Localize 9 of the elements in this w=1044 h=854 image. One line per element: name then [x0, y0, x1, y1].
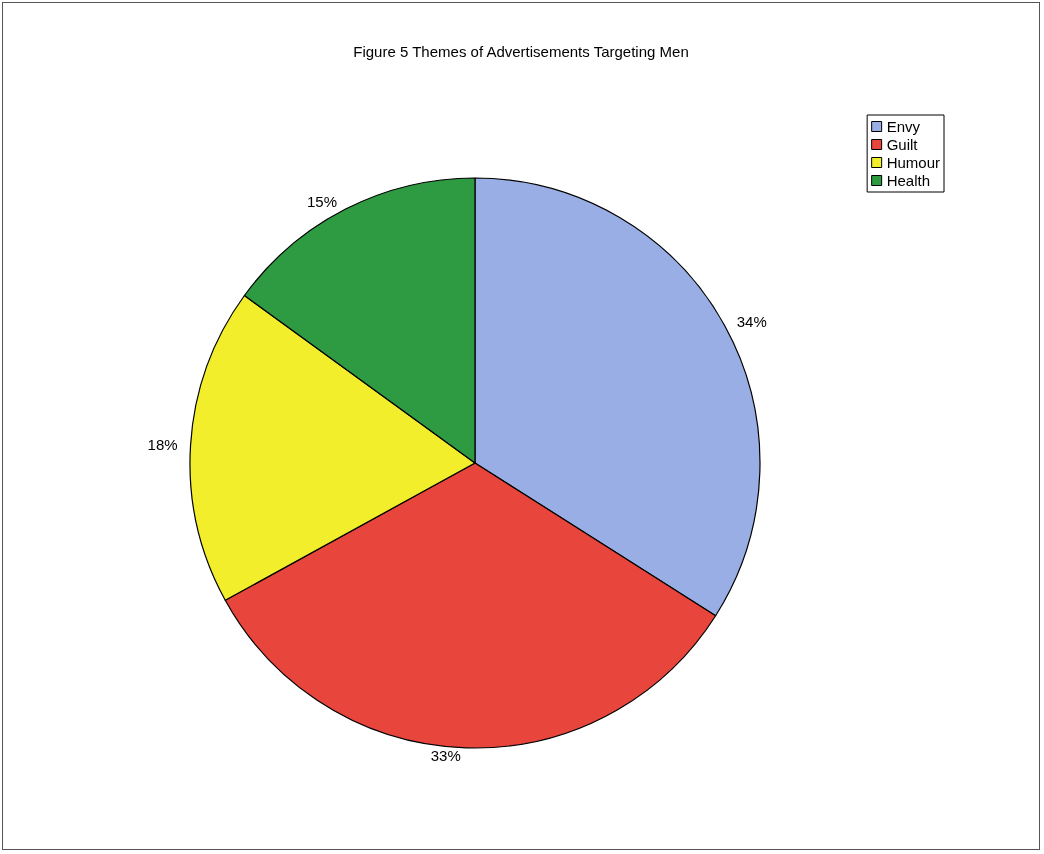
chart-title: Figure 5 Themes of Advertisements Targeting Men [353, 43, 689, 60]
legend-label: Humour [886, 154, 941, 171]
data-label: 15% [306, 193, 337, 211]
legend-label: Envy [886, 118, 921, 135]
legend-label: Health [886, 172, 931, 189]
data-label: 33% [430, 747, 461, 765]
legend-label: Guilt [886, 136, 919, 153]
data-label: 34% [736, 313, 767, 331]
data-label: 18% [147, 436, 178, 454]
